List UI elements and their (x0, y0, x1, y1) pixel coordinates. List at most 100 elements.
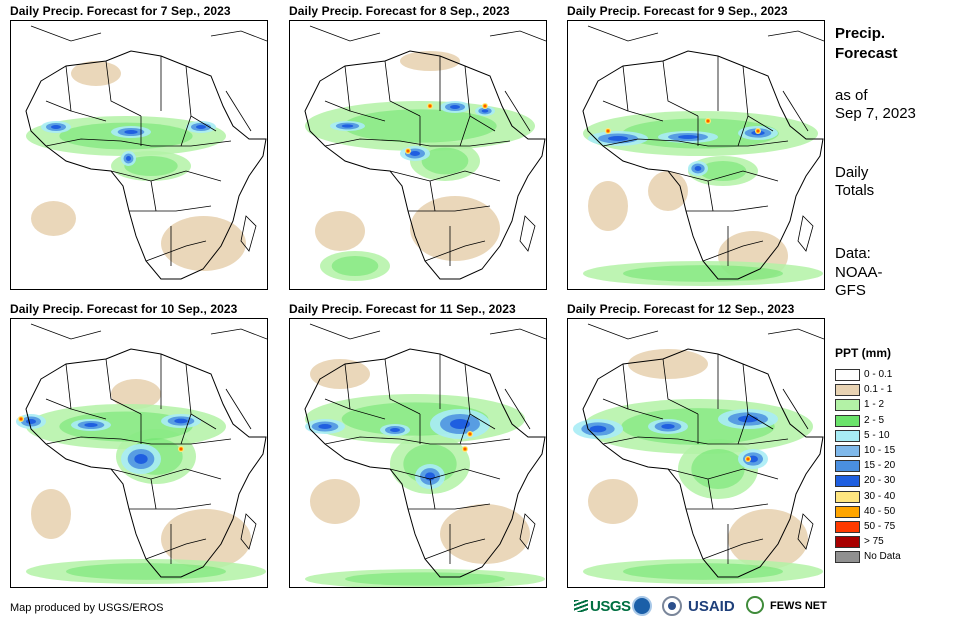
red-sea-coast (504, 90, 531, 132)
very-heavy-rain-area (678, 135, 698, 139)
moderate-rain-area (66, 563, 226, 580)
country-border (129, 205, 212, 212)
africa-map-graphic (573, 323, 824, 584)
moderate-rain-area (691, 449, 745, 489)
very-heavy-rain-area (694, 166, 702, 171)
country-border (180, 413, 192, 445)
extreme-rain-spot (707, 120, 709, 122)
legend-swatch (835, 536, 860, 549)
fews-globe-icon (746, 596, 764, 614)
legend-swatch (835, 414, 860, 427)
legend-label: 40 - 50 (864, 505, 896, 517)
legend-label: 1 - 2 (864, 399, 885, 411)
very-heavy-rain-area (134, 454, 148, 464)
country-border (45, 100, 72, 112)
country-border (145, 240, 207, 262)
red-sea-coast (504, 388, 531, 430)
country-border (324, 436, 511, 445)
madagascar-outline (240, 215, 257, 252)
country-border (150, 180, 157, 212)
legend-label: 2 - 5 (864, 414, 885, 426)
extreme-rain-spot (484, 105, 486, 107)
dry-area (310, 359, 370, 389)
africa-map-graphic (304, 25, 546, 281)
legend-swatch (835, 445, 860, 457)
precip-map (567, 20, 825, 290)
data-line2: NOAA- (835, 264, 883, 281)
coastline (587, 25, 659, 42)
madagascar-outline (797, 513, 814, 550)
side-heading-text: Precip. Forecast (835, 25, 898, 62)
panel-title: Daily Precip. Forecast for 12 Sep., 2023 (567, 302, 795, 316)
legend-label: 0 - 0.1 (864, 369, 893, 380)
country-border (324, 100, 351, 112)
country-border (110, 468, 222, 480)
panel-title: Daily Precip. Forecast for 11 Sep., 2023 (289, 302, 516, 316)
moderate-rain-area (124, 156, 178, 176)
panel-title: Daily Precip. Forecast for 10 Sep., 2023 (10, 302, 238, 316)
legend-swatch (835, 490, 860, 503)
coastline (304, 50, 546, 280)
moderate-rain-area (59, 411, 193, 442)
country-border (459, 413, 471, 445)
coastline (582, 50, 824, 280)
fews-net-logo: FEWS NET (770, 600, 827, 612)
red-sea-coast (782, 90, 809, 132)
coastline (210, 328, 267, 340)
coastline (767, 328, 824, 340)
africa-map-graphic (25, 25, 267, 280)
country-border (707, 478, 714, 510)
dry-area (410, 196, 500, 261)
country-border (429, 478, 436, 510)
country-border (150, 478, 157, 510)
dry-area (628, 349, 708, 379)
country-border (105, 60, 142, 117)
panel-title: Daily Precip. Forecast for 7 Sep., 2023 (10, 4, 231, 18)
legend-label: 30 - 40 (864, 490, 896, 502)
legend-label: 50 - 75 (864, 521, 896, 532)
country-border (702, 538, 764, 560)
africa-map-graphic (582, 25, 824, 286)
country-border (602, 100, 629, 112)
country-border (424, 538, 486, 560)
country-border (389, 468, 501, 480)
dry-area (440, 504, 530, 564)
country-border (686, 503, 769, 510)
country-border (707, 180, 714, 212)
coastline (304, 348, 546, 578)
moderate-rain-area (623, 265, 783, 282)
country-border (384, 60, 421, 117)
usgs-logo: USGS (574, 598, 631, 615)
country-border (45, 398, 72, 410)
extreme-rain-spot (757, 130, 759, 132)
legend-label: > 75 (864, 536, 884, 548)
data-line3: GFS (835, 282, 866, 299)
precip-map (567, 318, 825, 588)
country-border (408, 205, 491, 212)
dry-area (310, 479, 360, 524)
moderate-rain-area (345, 572, 505, 586)
very-heavy-rain-area (26, 419, 36, 424)
legend-swatch (835, 505, 860, 518)
country-border (105, 358, 142, 415)
country-border (408, 503, 491, 510)
dry-area (31, 489, 71, 539)
very-heavy-rain-area (738, 415, 758, 423)
country-border (602, 138, 789, 147)
country-border (459, 115, 471, 147)
very-heavy-rain-area (450, 105, 460, 109)
red-sea-coast (225, 388, 252, 430)
madagascar-outline (240, 513, 257, 550)
legend-swatch (835, 460, 860, 473)
coastline (210, 30, 267, 42)
coastline (30, 323, 102, 340)
side-heading: Precip. Forecast (835, 24, 915, 64)
extreme-rain-spot (747, 458, 749, 460)
country-border (324, 138, 511, 147)
country-border (667, 170, 779, 182)
extreme-rain-spot (180, 448, 182, 450)
very-heavy-rain-area (318, 424, 332, 429)
country-border (45, 138, 232, 147)
country-border (145, 538, 207, 560)
very-heavy-rain-area (450, 419, 470, 429)
